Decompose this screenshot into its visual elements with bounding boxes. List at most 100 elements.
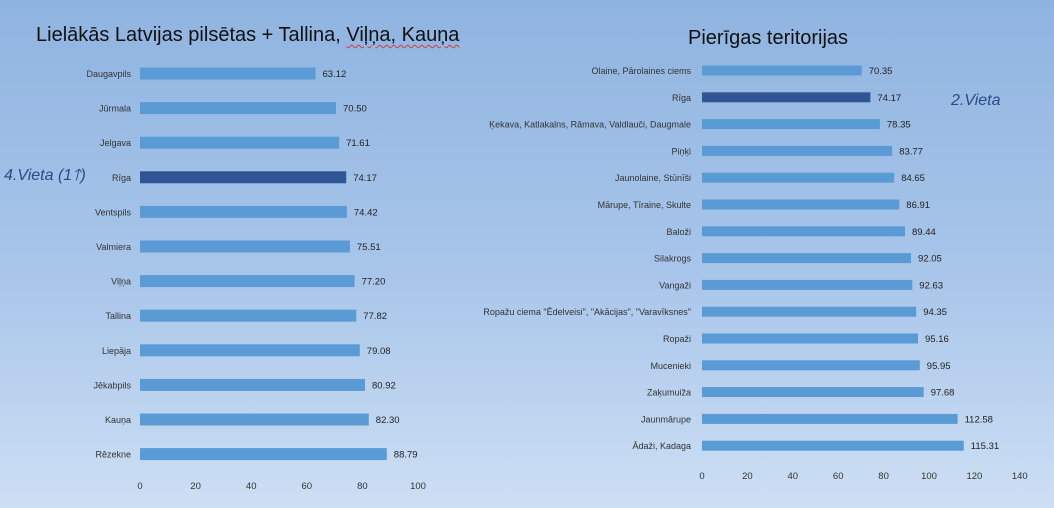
left-value-label: 63.12: [323, 69, 347, 80]
right-x-tick-label: 80: [878, 471, 889, 482]
left-category-label: Tallina: [105, 311, 131, 321]
right-chart-annotation: 2.Vieta: [951, 92, 1001, 109]
right-value-label: 92.05: [918, 254, 942, 265]
left-value-label: 77.20: [362, 277, 386, 288]
left-x-tick-label: 0: [137, 481, 142, 492]
left-bar: [140, 102, 336, 115]
right-category-label: Ādaži, Kadaga: [632, 441, 691, 451]
left-category-label: Valmiera: [96, 242, 131, 252]
left-bar: [140, 413, 369, 426]
left-category-label: Liepāja: [102, 346, 131, 356]
right-value-label: 94.35: [923, 307, 947, 318]
right-bar: [702, 226, 905, 237]
right-category-label: Ropaži: [663, 334, 691, 344]
right-category-label: Rīga: [672, 93, 691, 103]
right-value-label: 70.35: [869, 66, 893, 77]
left-category-label: Kauņa: [105, 415, 131, 425]
left-chart-title-part2: Viļņa, Kauņa: [346, 24, 460, 46]
left-category-label: Ventspils: [95, 207, 132, 217]
left-value-label: 82.30: [376, 415, 400, 426]
left-category-label: Daugavpils: [86, 69, 131, 79]
right-chart-title: Pierīgas teritorijas: [688, 27, 849, 49]
left-x-tick-label: 40: [246, 481, 257, 492]
right-category-label: Ropažu ciema "Ēdelveisi", "Akācijas", "V…: [483, 307, 691, 317]
left-category-label: Jūrmala: [99, 104, 131, 114]
left-bar: [140, 240, 350, 253]
right-bar: [702, 279, 913, 290]
left-value-label: 75.51: [357, 242, 381, 253]
left-bar: [140, 136, 340, 149]
left-bar: [140, 344, 360, 357]
right-category-label: Jaunmārupe: [641, 414, 691, 424]
right-bar: [702, 145, 893, 156]
left-value-label: 74.17: [353, 173, 377, 184]
right-category-label: Zaķumuiža: [647, 388, 691, 398]
right-value-label: 112.58: [965, 414, 993, 425]
right-bar: [702, 199, 900, 210]
left-bar: [140, 448, 387, 461]
right-x-tick-label: 140: [1012, 471, 1028, 482]
right-bar: [702, 253, 911, 264]
left-value-label: 71.61: [346, 138, 370, 149]
left-x-tick-label: 20: [190, 481, 201, 492]
right-bar: [702, 360, 920, 371]
right-bar: [702, 119, 880, 130]
left-bar: [140, 309, 357, 322]
right-bar: [702, 387, 924, 398]
right-category-label: Baloži: [666, 227, 691, 237]
right-bar: [702, 440, 964, 451]
left-bar: [140, 67, 316, 80]
right-value-label: 84.65: [901, 173, 925, 184]
right-x-tick-label: 120: [966, 471, 982, 482]
left-bar: [140, 205, 347, 218]
left-value-label: 70.50: [343, 104, 367, 115]
right-category-label: Mucenieki: [650, 361, 691, 371]
left-bar: [140, 378, 365, 391]
left-x-tick-label: 100: [410, 481, 426, 492]
right-x-tick-label: 60: [833, 471, 844, 482]
left-category-label: Rēzekne: [95, 450, 131, 460]
left-category-label: Rīga: [112, 173, 131, 183]
right-bar: [702, 92, 871, 103]
left-chart-title: Lielākās Latvijas pilsētas + Tallina, Vi…: [36, 24, 459, 47]
right-value-label: 95.95: [927, 361, 951, 372]
left-value-label: 80.92: [372, 380, 396, 391]
right-x-tick-label: 40: [788, 471, 799, 482]
right-value-label: 95.16: [925, 334, 949, 345]
left-chart-annotation: 4.Vieta (1🡑): [4, 167, 86, 184]
left-value-label: 77.82: [363, 311, 387, 322]
right-value-label: 74.17: [877, 93, 901, 104]
left-value-label: 79.08: [367, 346, 391, 357]
right-value-label: 86.91: [906, 200, 930, 211]
right-category-label: Olaine, Pārolaines ciems: [591, 66, 691, 76]
left-value-label: 74.42: [354, 207, 378, 218]
left-value-label: 88.79: [394, 450, 418, 461]
left-bar: [140, 171, 347, 184]
right-x-tick-label: 0: [699, 471, 704, 482]
right-category-label: Ķekava, Katlakalns, Rāmava, Valdlauči, D…: [489, 120, 691, 130]
right-value-label: 89.44: [912, 227, 936, 238]
right-category-label: Vangaži: [659, 280, 691, 290]
right-bar: [702, 306, 917, 317]
right-category-label: Jaunolaine, Stūnīši: [615, 173, 691, 183]
right-bar: [702, 413, 958, 424]
left-category-label: Jelgava: [100, 138, 131, 148]
right-x-tick-label: 100: [921, 471, 937, 482]
right-value-label: 92.63: [919, 280, 943, 291]
left-x-tick-label: 60: [302, 481, 313, 492]
right-value-label: 97.68: [931, 388, 955, 399]
right-bar: [702, 65, 862, 76]
right-x-tick-label: 20: [742, 471, 753, 482]
right-category-label: Piņķi: [671, 146, 691, 156]
left-bar: [140, 275, 355, 288]
left-category-label: Jēkabpils: [93, 380, 131, 390]
right-value-label: 83.77: [899, 146, 923, 157]
right-value-label: 115.31: [971, 441, 999, 452]
left-category-label: Viļņa: [111, 277, 131, 287]
left-x-tick-label: 80: [357, 481, 368, 492]
right-bar: [702, 172, 895, 183]
left-chart-title-part1: Lielākās Latvijas pilsētas + Tallina,: [36, 24, 347, 46]
right-category-label: Mārupe, Tīraine, Skulte: [598, 200, 691, 210]
right-value-label: 78.35: [887, 120, 911, 131]
